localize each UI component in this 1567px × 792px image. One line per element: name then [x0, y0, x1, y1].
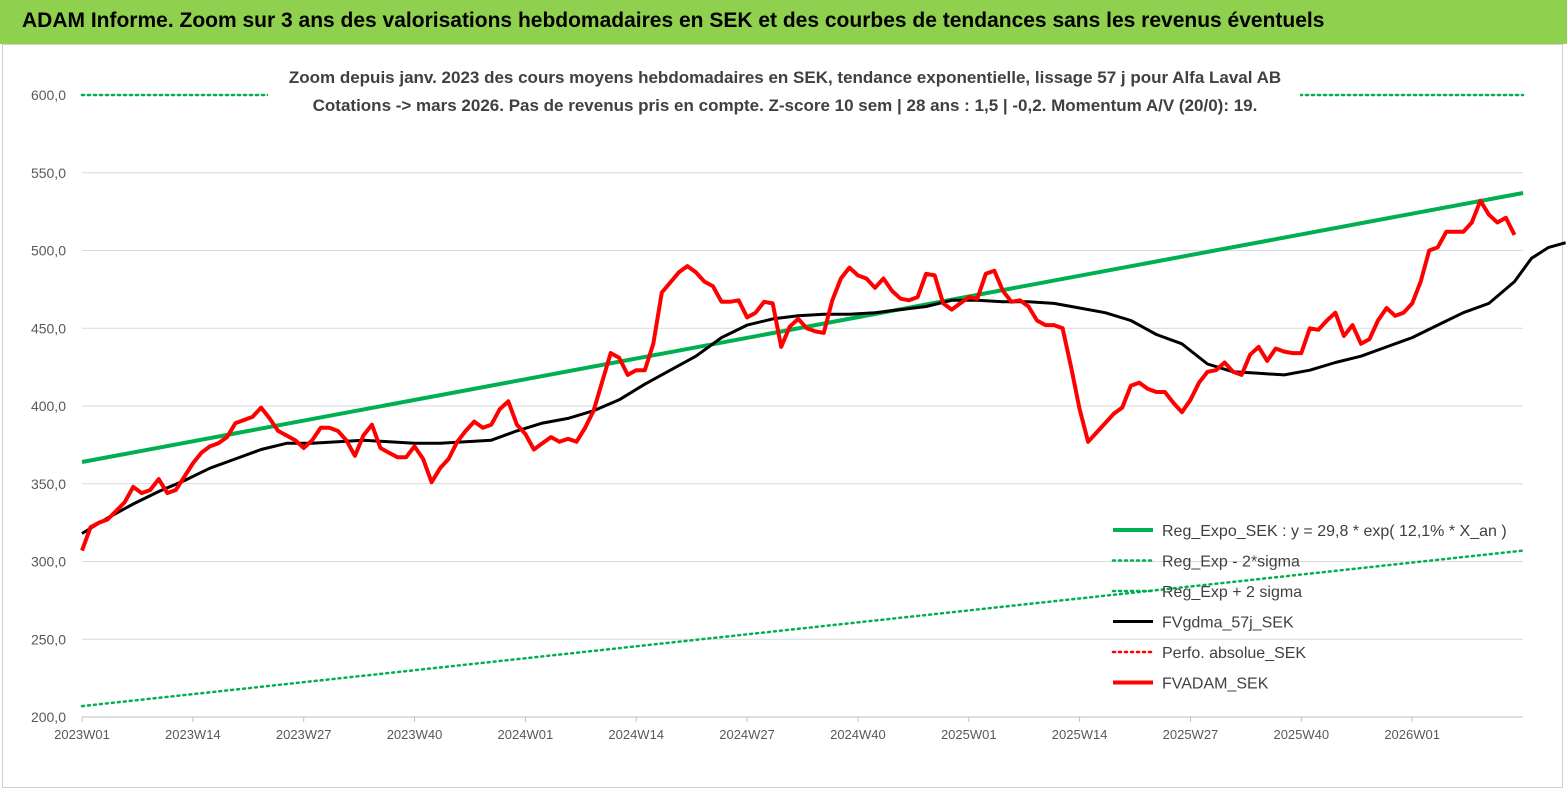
series-line-5 — [80, 198, 1517, 552]
y-tick-label: 400,0 — [31, 398, 66, 414]
x-tick-label: 2023W27 — [276, 727, 332, 742]
x-tick-label: 2024W01 — [498, 727, 554, 742]
legend[interactable]: Reg_Expo_SEK : y = 29,8 * exp( 12,1% * X… — [1111, 523, 1507, 693]
y-tick-label: 450,0 — [31, 320, 66, 336]
x-tick-label: 2025W14 — [1052, 727, 1108, 742]
legend-label: FVADAM_SEK — [1162, 676, 1269, 693]
x-axis: 2023W01 2023W14 2023W27 2023W40 2024W01 2024W… — [54, 716, 1523, 742]
x-tick-label: 2026W01 — [1384, 727, 1440, 742]
y-axis: 200,0 250,0 300,0 350,0 400,0 450,0 500,0 550,0… — [31, 87, 66, 725]
x-tick-label: 2025W40 — [1273, 727, 1329, 742]
series-line-0 — [81, 191, 1524, 464]
y-tick-label: 500,0 — [31, 243, 66, 259]
legend-entry[interactable]: Reg_Exp + 2 sigma — [1111, 584, 1302, 601]
series-layer — [80, 93, 1566, 708]
chart-title: Zoom depuis janv. 2023 des cours moyens … — [268, 62, 1300, 124]
y-tick-label: 300,0 — [31, 554, 66, 570]
legend-label: Reg_Expo_SEK : y = 29,8 * exp( 12,1% * X… — [1162, 523, 1507, 540]
legend-entry[interactable]: Reg_Exp - 2*sigma — [1111, 554, 1300, 571]
legend-entry[interactable]: FVADAM_SEK — [1113, 676, 1269, 693]
x-tick-label: 2023W14 — [165, 727, 221, 742]
chart-title-line: Cotations -> mars 2026. Pas de revenus p… — [313, 96, 1258, 115]
legend-entry[interactable]: Perfo. absolue_SEK — [1111, 645, 1306, 662]
y-tick-label: 350,0 — [31, 476, 66, 492]
legend-label: Perfo. absolue_SEK — [1162, 645, 1306, 662]
title-background — [268, 62, 1300, 124]
x-tick-label: 2023W01 — [54, 727, 110, 742]
series-line-3 — [81, 241, 1566, 535]
header-bar: ADAM Informe. Zoom sur 3 ans des valoris… — [0, 0, 1567, 44]
x-tick-label: 2025W27 — [1163, 727, 1219, 742]
chart-title-line: Zoom depuis janv. 2023 des cours moyens … — [289, 68, 1281, 87]
y-tick-label: 200,0 — [31, 709, 66, 725]
page-title: ADAM Informe. Zoom sur 3 ans des valoris… — [22, 9, 1325, 32]
y-tick-label: 600,0 — [31, 87, 66, 103]
legend-label: Reg_Exp + 2 sigma — [1162, 584, 1302, 601]
x-tick-label: 2024W40 — [830, 727, 886, 742]
series-line-1 — [80, 549, 1525, 708]
legend-label: FVgdma_57j_SEK — [1162, 615, 1294, 632]
legend-label: Reg_Exp - 2*sigma — [1162, 554, 1300, 571]
gridlines — [82, 94, 1523, 718]
legend-entry[interactable]: Reg_Expo_SEK : y = 29,8 * exp( 12,1% * X… — [1113, 523, 1507, 540]
y-tick-label: 250,0 — [31, 631, 66, 647]
x-tick-label: 2024W14 — [608, 727, 664, 742]
x-tick-label: 2024W27 — [719, 727, 775, 742]
legend-entry[interactable]: FVgdma_57j_SEK — [1113, 615, 1294, 632]
y-tick-label: 550,0 — [31, 165, 66, 181]
x-tick-label: 2023W40 — [387, 727, 443, 742]
chart-frame — [2, 44, 1563, 788]
x-tick-label: 2025W01 — [941, 727, 997, 742]
